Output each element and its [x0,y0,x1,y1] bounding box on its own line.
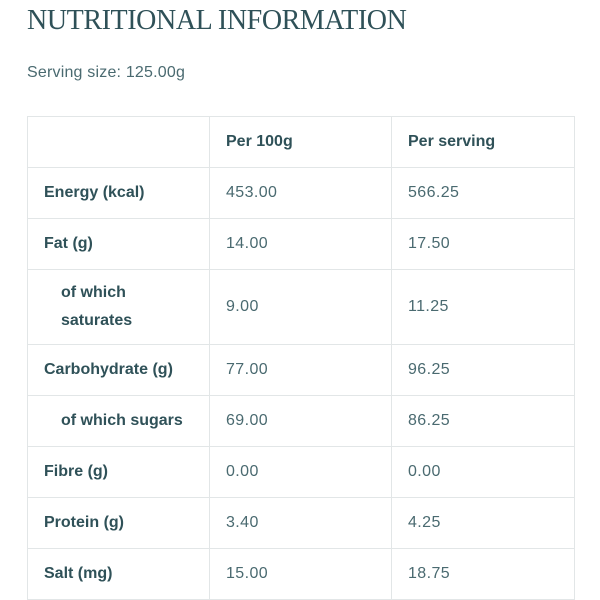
row-per-100g: 0.00 [209,446,392,498]
row-per-serving: 11.25 [391,269,575,345]
header-empty [27,116,210,168]
row-label: Energy (kcal) [27,167,210,219]
table-row: Fat (g) 14.00 17.50 [27,218,575,270]
row-per-100g: 69.00 [209,395,392,447]
row-per-serving: 96.25 [391,344,575,396]
row-label: Fibre (g) [27,446,210,498]
row-per-100g: 453.00 [209,167,392,219]
row-label: Fat (g) [27,218,210,270]
table-row: Fibre (g) 0.00 0.00 [27,446,575,498]
header-per-100g: Per 100g [209,116,392,168]
table-row: of which sugars 69.00 86.25 [27,395,575,447]
row-label: Protein (g) [27,497,210,549]
page-title: NUTRITIONAL INFORMATION [27,5,407,36]
table-header-row: Per 100g Per serving [27,116,575,168]
nutrition-table: Per 100g Per serving Energy (kcal) 453.0… [27,116,575,600]
row-per-serving: 17.50 [391,218,575,270]
row-label: of which sugars [27,395,210,447]
header-per-serving: Per serving [391,116,575,168]
row-per-100g: 3.40 [209,497,392,549]
row-per-serving: 4.25 [391,497,575,549]
row-label: Carbohydrate (g) [27,344,210,396]
table-row: Carbohydrate (g) 77.00 96.25 [27,344,575,396]
row-per-100g: 14.00 [209,218,392,270]
row-per-serving: 0.00 [391,446,575,498]
row-per-100g: 9.00 [209,269,392,345]
row-per-serving: 86.25 [391,395,575,447]
row-per-100g: 77.00 [209,344,392,396]
row-per-serving: 566.25 [391,167,575,219]
table-row: of which saturates 9.00 11.25 [27,269,575,345]
table-row: Energy (kcal) 453.00 566.25 [27,167,575,219]
serving-size: Serving size: 125.00g [27,64,186,81]
row-per-100g: 15.00 [209,548,392,600]
row-per-serving: 18.75 [391,548,575,600]
row-label: of which saturates [27,269,210,345]
row-label: Salt (mg) [27,548,210,600]
table-row: Salt (mg) 15.00 18.75 [27,548,575,600]
table-row: Protein (g) 3.40 4.25 [27,497,575,549]
